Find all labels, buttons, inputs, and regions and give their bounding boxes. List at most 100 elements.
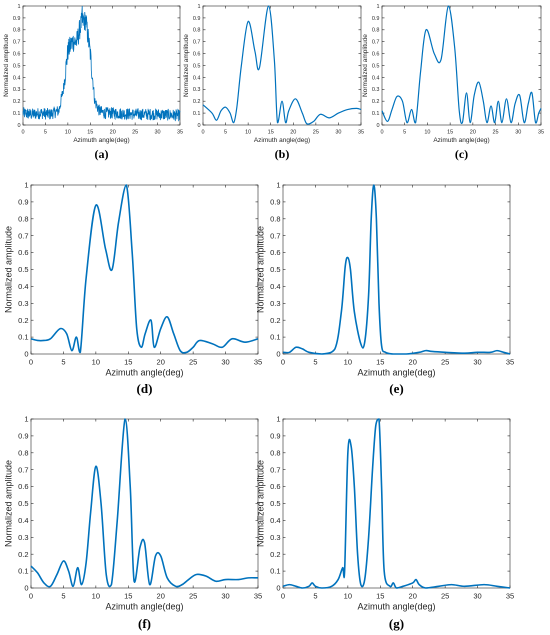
x-tick-label: 5 (61, 358, 65, 367)
y-tick-label: 0.7 (270, 231, 280, 240)
y-tick-label: 0 (197, 123, 200, 129)
y-tick-label: 0.5 (18, 265, 28, 274)
x-tick-label: 0 (29, 592, 33, 601)
chart-panel-4: 0 5 10 15 20 25 30 35 0 0.1 0.2 0.3 0.4 0.5 0.6 0.7 0.8 0… (4, 181, 263, 396)
x-tick-label: 20 (290, 130, 296, 136)
y-tick-label: 0.8 (270, 214, 280, 223)
y-tick-label: 0.2 (18, 550, 28, 559)
y-tick-label: 0.1 (372, 111, 380, 117)
x-tick-label: 20 (157, 358, 165, 367)
y-tick-label: 0.5 (18, 499, 28, 508)
y-tick-label: 1 (197, 4, 200, 10)
plot-area-frame (282, 184, 511, 355)
x-tick-label: 15 (268, 130, 274, 136)
y-tick-label: 0.9 (18, 198, 28, 207)
y-tick-label: 0 (24, 584, 28, 593)
x-tick-label: 5 (403, 130, 406, 136)
y-tick-label: 0.7 (18, 465, 28, 474)
x-tick-label: 15 (376, 358, 384, 367)
x-tick-label: 35 (506, 592, 514, 601)
series-line (202, 5, 362, 125)
x-tick-label: 25 (189, 358, 197, 367)
y-tick-label: 0.3 (270, 533, 280, 542)
x-tick-label: 0 (380, 130, 383, 136)
y-tick-label: 0 (376, 123, 379, 129)
y-tick-label: 0.4 (193, 75, 201, 81)
y-tick-label: 0.2 (193, 99, 201, 105)
y-tick-label: 0.8 (270, 448, 280, 457)
y-axis-label: Normalized amplitude (256, 460, 266, 547)
x-tick-label: 10 (344, 358, 352, 367)
x-tick-label: 10 (424, 130, 430, 136)
y-axis-label: Normalized amplitude (362, 34, 369, 97)
x-tick-label: 20 (409, 358, 417, 367)
series-line (22, 5, 181, 122)
series-line (381, 5, 542, 125)
y-axis-label: Normalized amplitude (256, 226, 266, 313)
y-axis-label: Normalized amplitude (4, 460, 14, 547)
y-tick-label: 0.3 (18, 299, 28, 308)
x-tick-label: 25 (189, 592, 197, 601)
y-tick-label: 0 (276, 350, 280, 359)
x-tick-label: 15 (124, 592, 132, 601)
x-axis-label: Azimuth angle(deg) (357, 368, 435, 378)
x-tick-label: 10 (245, 130, 251, 136)
y-tick-label: 0.4 (13, 75, 21, 81)
x-tick-label: 0 (21, 130, 24, 136)
y-axis-label: Normalized amplitude (4, 226, 14, 313)
y-tick-label: 0.9 (18, 432, 28, 441)
y-tick-label: 0.9 (13, 16, 21, 22)
y-tick-label: 0.7 (193, 40, 201, 46)
chart-panel-7: 0 5 10 15 20 25 30 35 0 0.1 0.2 0.3 0.4 0.5 0.6 0.7 0.8 0… (256, 415, 515, 631)
x-tick-label: 25 (132, 130, 138, 136)
x-tick-label: 30 (473, 592, 481, 601)
y-tick-label: 0.8 (18, 448, 28, 457)
panel-caption: (e) (389, 381, 403, 396)
x-tick-label: 10 (65, 130, 71, 136)
y-tick-label: 0.1 (270, 333, 280, 342)
panel-caption: (c) (455, 147, 468, 161)
y-tick-label: 0.2 (18, 316, 28, 325)
x-tick-label: 30 (221, 358, 229, 367)
x-tick-label: 30 (473, 358, 481, 367)
y-tick-label: 0.7 (13, 40, 21, 46)
y-tick-label: 0.4 (372, 75, 380, 81)
y-tick-label: 0.4 (270, 516, 280, 525)
y-tick-label: 0.7 (18, 231, 28, 240)
x-tick-label: 20 (110, 130, 116, 136)
y-tick-label: 0.5 (270, 265, 280, 274)
plot-area-frame (381, 5, 542, 126)
x-tick-label: 30 (221, 592, 229, 601)
series-line (282, 418, 511, 589)
x-axis-label: Azimuth angle(deg) (105, 368, 183, 378)
x-tick-label: 15 (124, 358, 132, 367)
y-tick-label: 0.4 (18, 282, 28, 291)
chart-panel-2: 0 5 10 15 20 25 30 35 0 0.1 0.2 0.3 0.4 0.5 0.6 0.7 0.8 0… (183, 4, 364, 161)
panel-caption: (f) (138, 616, 151, 631)
x-tick-label: 10 (344, 592, 352, 601)
x-tick-label: 20 (157, 592, 165, 601)
y-tick-label: 0 (276, 584, 280, 593)
y-tick-label: 0.3 (193, 87, 201, 93)
y-tick-label: 0.4 (270, 282, 280, 291)
x-tick-label: 0 (29, 358, 33, 367)
chart-panel-3: 0 5 10 15 20 25 30 35 0 0.1 0.2 0.3 0.4 0.5 0.6 0.7 0.8 0… (362, 4, 544, 161)
x-tick-label: 35 (254, 592, 262, 601)
x-tick-label: 25 (493, 130, 499, 136)
y-tick-label: 0.2 (270, 316, 280, 325)
x-tick-label: 35 (177, 130, 183, 136)
y-tick-label: 0.6 (270, 482, 280, 491)
y-tick-label: 1 (376, 4, 379, 10)
x-tick-label: 20 (409, 592, 417, 601)
y-tick-label: 0.3 (270, 299, 280, 308)
plot-area-frame (282, 418, 511, 589)
y-tick-label: 0.2 (372, 99, 380, 105)
x-tick-label: 0 (281, 592, 285, 601)
y-tick-label: 0.6 (193, 52, 201, 58)
y-tick-label: 0.5 (270, 499, 280, 508)
y-tick-label: 0.3 (18, 533, 28, 542)
x-tick-label: 10 (92, 358, 100, 367)
x-tick-label: 35 (358, 130, 364, 136)
x-tick-label: 25 (441, 358, 449, 367)
